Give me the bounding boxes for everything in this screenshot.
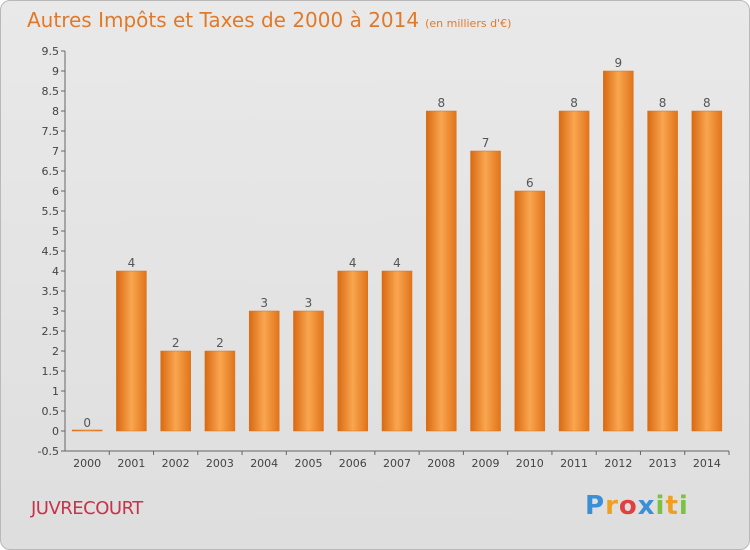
bar-value-label: 9 [615, 56, 623, 70]
bar-value-label: 8 [703, 96, 711, 110]
logo-letter: i [655, 491, 666, 521]
bar [691, 110, 723, 432]
bar [426, 110, 457, 432]
x-tick-label: 2011 [560, 457, 588, 470]
bar-value-label: 7 [482, 136, 490, 150]
x-tick-label: 2013 [649, 457, 677, 470]
y-tick-label: 5 [52, 225, 59, 238]
y-tick-label: 7.5 [42, 125, 60, 138]
bar [204, 350, 236, 432]
bar [470, 150, 501, 432]
y-tick-label: 8 [52, 105, 59, 118]
x-tick-label: 2010 [516, 457, 544, 470]
x-tick-label: 2012 [604, 457, 632, 470]
bar [293, 310, 324, 432]
bar-value-label: 0 [83, 416, 91, 430]
y-tick-label: 2 [52, 345, 59, 358]
logo-letter: r [605, 491, 619, 521]
y-tick-label: 8.5 [42, 85, 60, 98]
bar [381, 270, 413, 432]
chart-unit: (en milliers d'€) [425, 17, 512, 30]
bar [514, 190, 546, 432]
commune-name: JUVRECOURT [31, 498, 143, 519]
y-tick-label: 6.5 [42, 165, 60, 178]
x-tick-label: 2008 [427, 457, 455, 470]
y-tick-label: 3.5 [42, 285, 60, 298]
logo-letter: i [678, 491, 689, 521]
x-tick-label: 2004 [250, 457, 278, 470]
axes: 9.5 9 8.5 8 7.5 7 6.5 6 5.5 5 4.5 4 3.5 3 2.5 2 1.5 1 0.5 0… [38, 45, 730, 470]
bar [248, 310, 280, 432]
y-tick-label: 6 [52, 185, 59, 198]
bars [71, 70, 723, 432]
x-tick-label: 2001 [117, 457, 145, 470]
x-tick-label: 2007 [383, 457, 411, 470]
bar-value-label: 6 [526, 176, 534, 190]
y-tick-label: 1 [52, 385, 59, 398]
y-tick-label: -0.5 [38, 445, 59, 458]
y-tick-label: 9.5 [42, 45, 60, 58]
bar [558, 110, 590, 432]
bar [647, 110, 678, 432]
bar-value-label: 3 [305, 296, 313, 310]
y-tick-label: 2.5 [42, 325, 60, 338]
bar [160, 350, 191, 432]
bar-value-label: 8 [437, 96, 445, 110]
y-tick-label: 4.5 [42, 245, 60, 258]
bar [71, 429, 103, 432]
bar-value-label: 2 [172, 336, 180, 350]
y-tick-label: 4 [52, 265, 59, 278]
logo-letter: P [585, 491, 606, 521]
bar [603, 70, 634, 432]
logo-letter: x [637, 491, 656, 521]
y-tick-label: 1.5 [42, 365, 60, 378]
data-labels: 0 4 2 2 3 3 4 4 8 7 6 8 9 8 8 [83, 56, 710, 430]
x-tick-label: 2003 [206, 457, 234, 470]
logo-letter: o [618, 491, 638, 521]
x-tick-label: 2006 [339, 457, 367, 470]
bar-value-label: 8 [659, 96, 667, 110]
y-tick-label: 9 [52, 65, 59, 78]
x-tick-label: 2014 [693, 457, 721, 470]
bar-value-label: 8 [570, 96, 578, 110]
x-tick-label: 2000 [73, 457, 101, 470]
bar-value-label: 2 [216, 336, 224, 350]
y-tick-label: 7 [52, 145, 59, 158]
y-tick-label: 0 [52, 425, 59, 438]
bar [337, 270, 368, 432]
bar-value-label: 3 [260, 296, 268, 310]
bar-value-label: 4 [393, 256, 401, 270]
y-tick-label: 0.5 [42, 405, 60, 418]
x-tick-label: 2005 [294, 457, 322, 470]
chart-title: Autres Impôts et Taxes de 2000 à 2014 (en… [27, 8, 511, 32]
bar-value-label: 4 [349, 256, 357, 270]
x-tick-label: 2009 [472, 457, 500, 470]
x-tick-label: 2002 [162, 457, 190, 470]
bar-value-label: 4 [128, 256, 136, 270]
y-tick-label: 5.5 [42, 205, 60, 218]
bar [116, 270, 147, 432]
logo-letter: t [665, 491, 679, 521]
y-tick-label: 3 [52, 305, 59, 318]
proxiti-logo: Proxiti [585, 491, 689, 521]
chart-title-text: Autres Impôts et Taxes de 2000 à 2014 [27, 8, 420, 32]
